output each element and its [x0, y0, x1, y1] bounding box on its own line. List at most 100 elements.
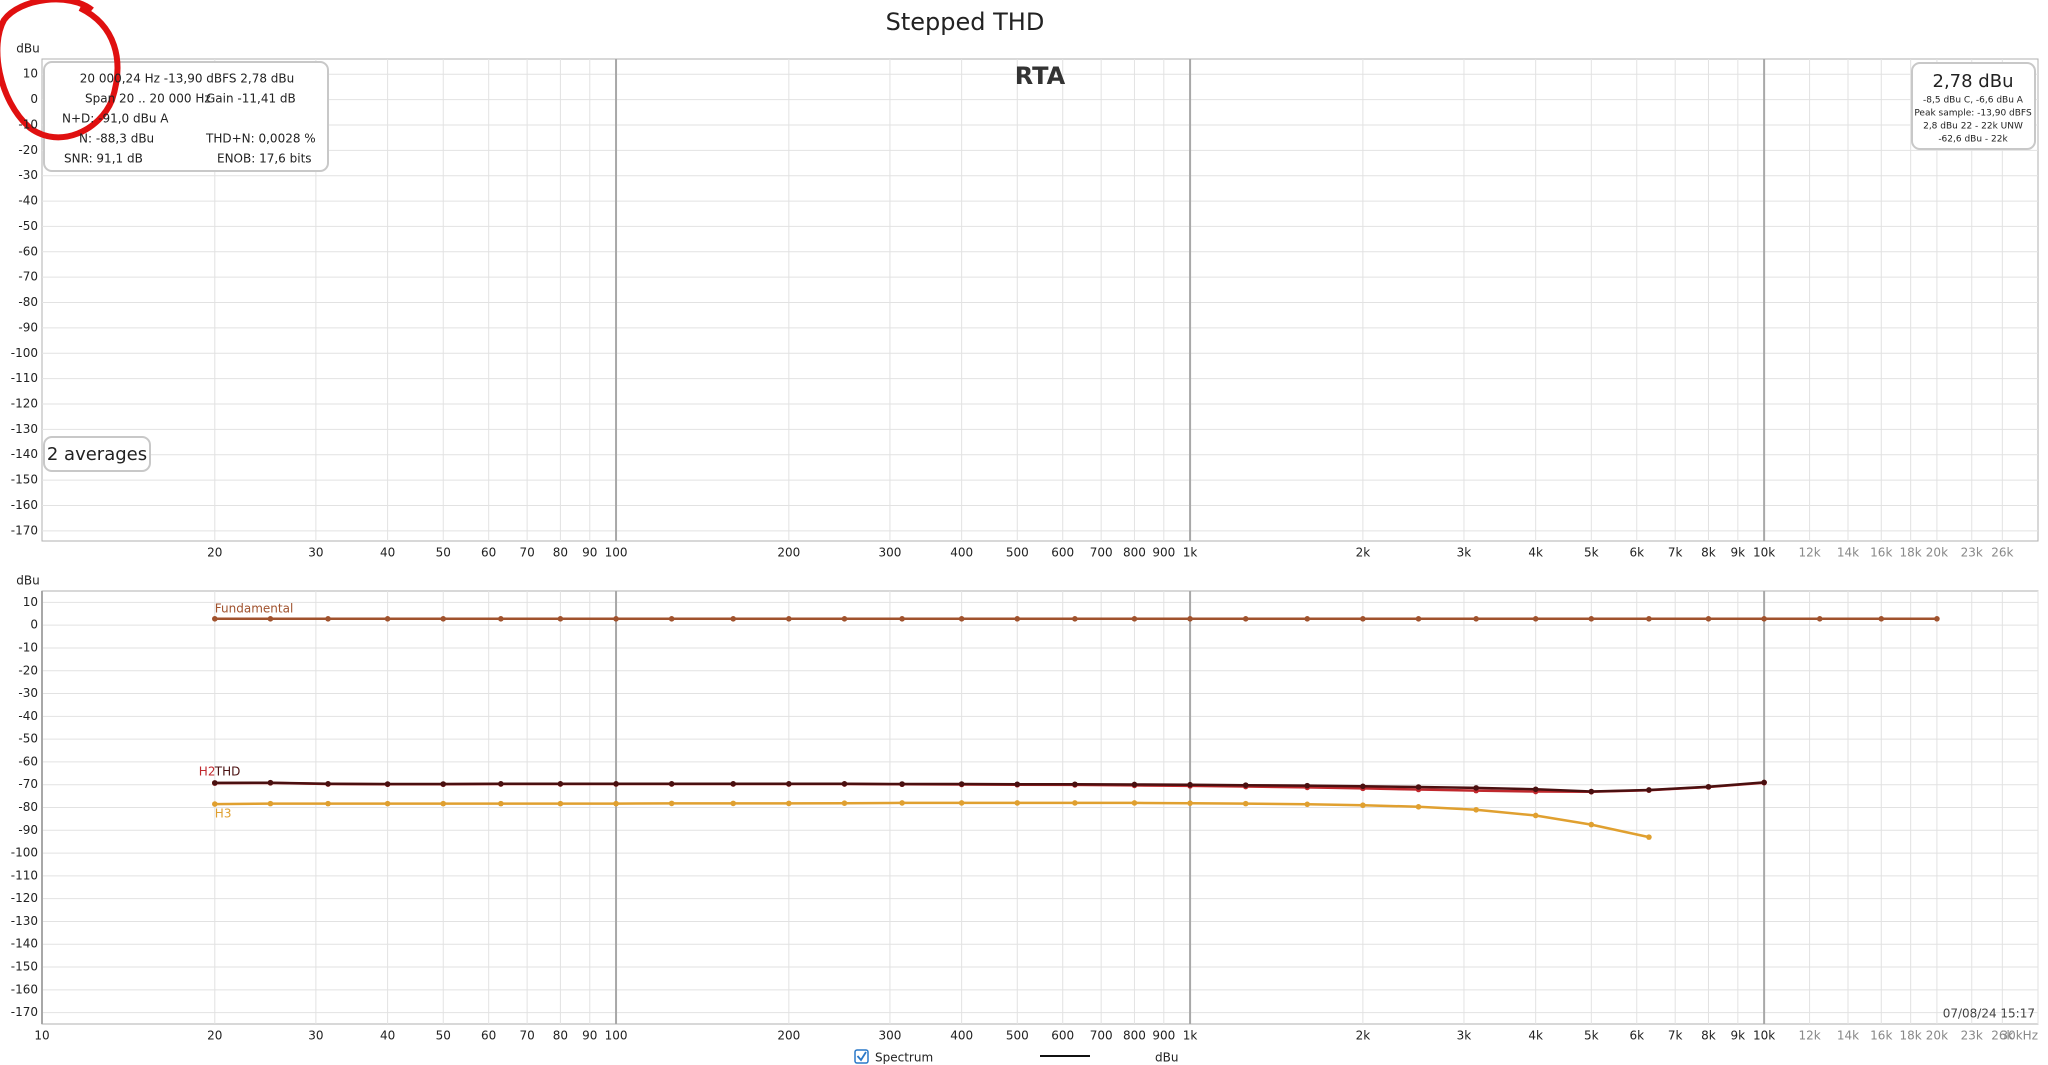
y-tick-label: -20: [18, 143, 38, 157]
averages: 2 averages: [47, 444, 147, 465]
data-point: [899, 800, 905, 806]
data-point: [325, 800, 331, 807]
data-point: [1187, 616, 1193, 622]
data-point: [384, 800, 391, 807]
y-tick-label: -150: [11, 473, 38, 487]
x-tick-label: 23k: [1961, 1029, 1983, 1043]
x-tick-label: 14k: [1837, 546, 1859, 560]
x-tick-label: 100: [605, 546, 628, 560]
data-point: [498, 616, 504, 622]
x-tick-label: 80: [553, 1029, 568, 1043]
window-title: Stepped THD: [886, 8, 1045, 36]
y-tick-label: -90: [18, 823, 38, 837]
x-tick-label: 70: [519, 546, 534, 560]
x-tick-label: 14k: [1837, 1029, 1859, 1043]
data-point: [384, 616, 391, 622]
legend-checkbox-label[interactable]: Spectrum: [875, 1051, 933, 1065]
level-box: [1911, 62, 2036, 150]
data-point: [1360, 616, 1366, 622]
x-tick-label: 300: [878, 546, 901, 560]
data-point: [267, 800, 274, 807]
y-tick-label: -160: [11, 498, 38, 512]
level-detail: 2,8 dBu 22 - 22k UNW: [1923, 122, 2023, 132]
info-text: Gain -11,41 dB: [206, 92, 296, 106]
data-point: [325, 780, 331, 787]
data-point: [1473, 806, 1479, 813]
data-point: [1415, 784, 1422, 790]
x-tick-label: 40: [380, 1029, 395, 1043]
data-point: [440, 800, 447, 807]
data-point: [498, 800, 504, 807]
data-point: [1761, 779, 1767, 786]
data-point: [668, 616, 675, 622]
data-point: [440, 781, 447, 787]
x-tick-label: 50: [436, 546, 451, 560]
y-tick-label: -40: [18, 709, 38, 723]
x-tick-label: 18k: [1900, 1029, 1922, 1043]
data-point: [557, 780, 564, 787]
x-tick-label: 600: [1051, 1029, 1074, 1043]
data-point: [1304, 782, 1311, 789]
data-point: [557, 616, 564, 622]
data-point: [1705, 616, 1712, 622]
data-point: [498, 780, 504, 787]
x-tick-label: 8k: [1701, 1029, 1716, 1043]
x-tick-label: 26k: [1991, 1029, 2013, 1043]
x-tick-label: 800: [1123, 546, 1146, 560]
y-tick-label: -160: [11, 982, 38, 996]
data-point: [1014, 781, 1021, 788]
x-tick-label: 12k: [1798, 546, 1820, 560]
info-text: Span 20 .. 20 000 Hz: [85, 92, 211, 106]
data-point: [1705, 783, 1712, 790]
x-tick-label: 200: [777, 1029, 800, 1043]
x-tick-label: 30kHz: [2000, 1029, 2038, 1043]
data-point: [1131, 800, 1138, 806]
y-tick-label: -10: [18, 117, 38, 131]
x-tick-label: 5k: [1584, 546, 1599, 560]
y-tick-label: 0: [30, 92, 38, 106]
data-point: [212, 616, 218, 622]
x-tick-label: 4k: [1528, 546, 1543, 560]
data-point: [786, 780, 792, 787]
data-point: [1415, 804, 1422, 810]
data-point: [1761, 616, 1767, 622]
x-tick-label: 3k: [1457, 546, 1472, 560]
data-point: [1014, 616, 1021, 622]
data-point: [841, 616, 848, 622]
data-point: [613, 780, 619, 787]
x-tick-label: 60: [481, 1029, 496, 1043]
data-point: [786, 800, 792, 807]
data-point: [613, 800, 619, 807]
data-point: [1072, 616, 1078, 622]
x-tick-label: 30: [308, 1029, 323, 1043]
series-label: H2: [199, 765, 216, 779]
x-tick-label: 40: [380, 546, 395, 560]
y-tick-label: -40: [18, 194, 38, 208]
series-label: THD: [214, 764, 241, 778]
data-point: [267, 779, 274, 786]
x-tick-label: 20: [207, 546, 222, 560]
y-tick-label: -110: [11, 868, 38, 882]
data-point: [267, 616, 274, 622]
y-tick-label: -140: [11, 937, 38, 951]
x-tick-label: 10k: [1753, 1029, 1775, 1043]
y-tick-label: -80: [18, 295, 38, 309]
data-point: [613, 616, 619, 622]
data-point: [1588, 788, 1595, 795]
y-tick-label: -170: [11, 523, 38, 537]
data-point: [668, 800, 675, 807]
info-text: THD+N: 0,0028 %: [205, 132, 316, 146]
series-line: [214, 781, 1765, 793]
x-tick-label: 100: [605, 1029, 628, 1043]
x-tick-label: 9k: [1731, 1029, 1746, 1043]
y-tick-label: -50: [18, 219, 38, 233]
x-tick-label: 1k: [1183, 546, 1198, 560]
x-tick-label: 80: [553, 546, 568, 560]
grid-layer: [41, 58, 2039, 1025]
red-circle-annotation: [0, 0, 121, 141]
y-tick-label: -20: [18, 663, 38, 677]
data-point: [730, 616, 737, 622]
data-point: [1646, 834, 1652, 840]
x-tick-label: 60: [481, 546, 496, 560]
